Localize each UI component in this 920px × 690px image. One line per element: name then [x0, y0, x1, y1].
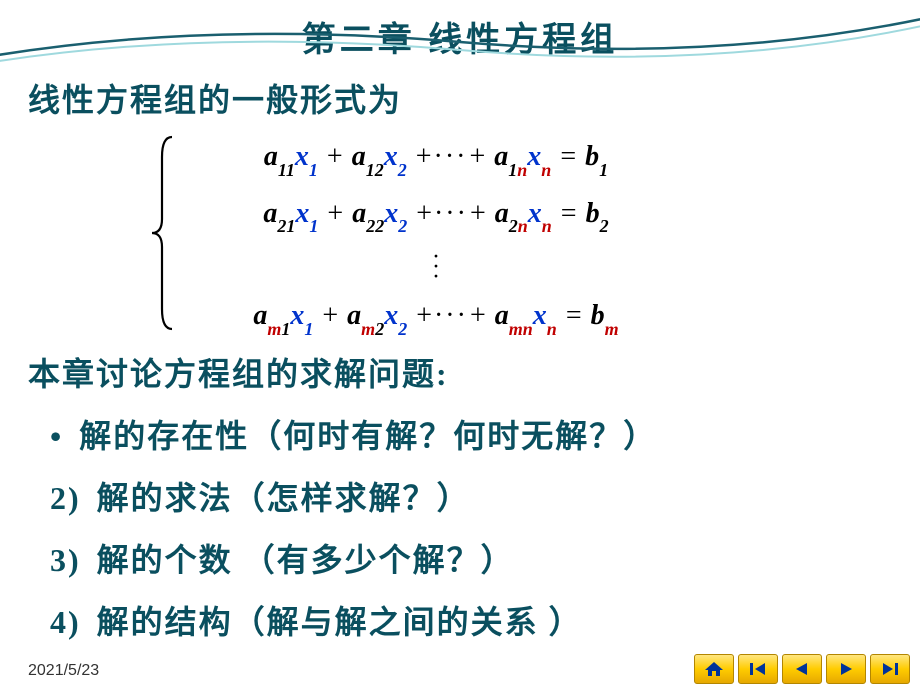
first-icon — [747, 660, 769, 678]
last-icon — [879, 660, 901, 678]
equation-row-m: am1x1 + am2x2 +···+ amnxn = bm — [176, 292, 696, 349]
nav-home-button[interactable] — [694, 654, 734, 684]
list-item-3: 3)解的个数 （有多少个解？） — [0, 527, 920, 589]
list-item-1: •解的存在性（何时有解？何时无解？） — [0, 403, 920, 465]
equation-row-2: a21x1 + a22x2 +···+ a2nxn = b2 — [176, 190, 696, 247]
home-icon — [703, 660, 725, 678]
nav-buttons — [694, 654, 910, 684]
equation-row-1: a11x1 + a12x2 +···+ a1nxn = b1 — [176, 133, 696, 190]
nav-prev-button[interactable] — [782, 654, 822, 684]
nav-first-button[interactable] — [738, 654, 778, 684]
list-item-4: 4)解的结构（解与解之间的关系 ） — [0, 589, 920, 651]
list-item-2: 2)解的求法（怎样求解？） — [0, 465, 920, 527]
equation-system: a11x1 + a12x2 +···+ a1nxn = b1 a21x1 + a… — [150, 133, 710, 333]
prev-icon — [791, 660, 813, 678]
next-icon — [835, 660, 857, 678]
nav-last-button[interactable] — [870, 654, 910, 684]
vertical-dots: ··· — [176, 246, 696, 292]
nav-next-button[interactable] — [826, 654, 866, 684]
section-heading: 线性方程组的一般形式为 — [0, 61, 920, 127]
footer-date: 2021/5/23 — [28, 662, 99, 680]
chapter-title: 第二章 线性方程组 — [0, 0, 920, 61]
discussion-heading: 本章讨论方程组的求解问题: — [0, 341, 920, 403]
